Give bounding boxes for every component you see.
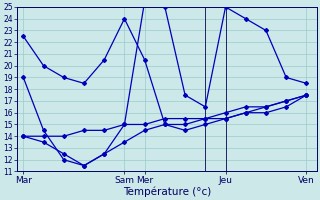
X-axis label: Température (°c): Température (°c) bbox=[123, 186, 211, 197]
